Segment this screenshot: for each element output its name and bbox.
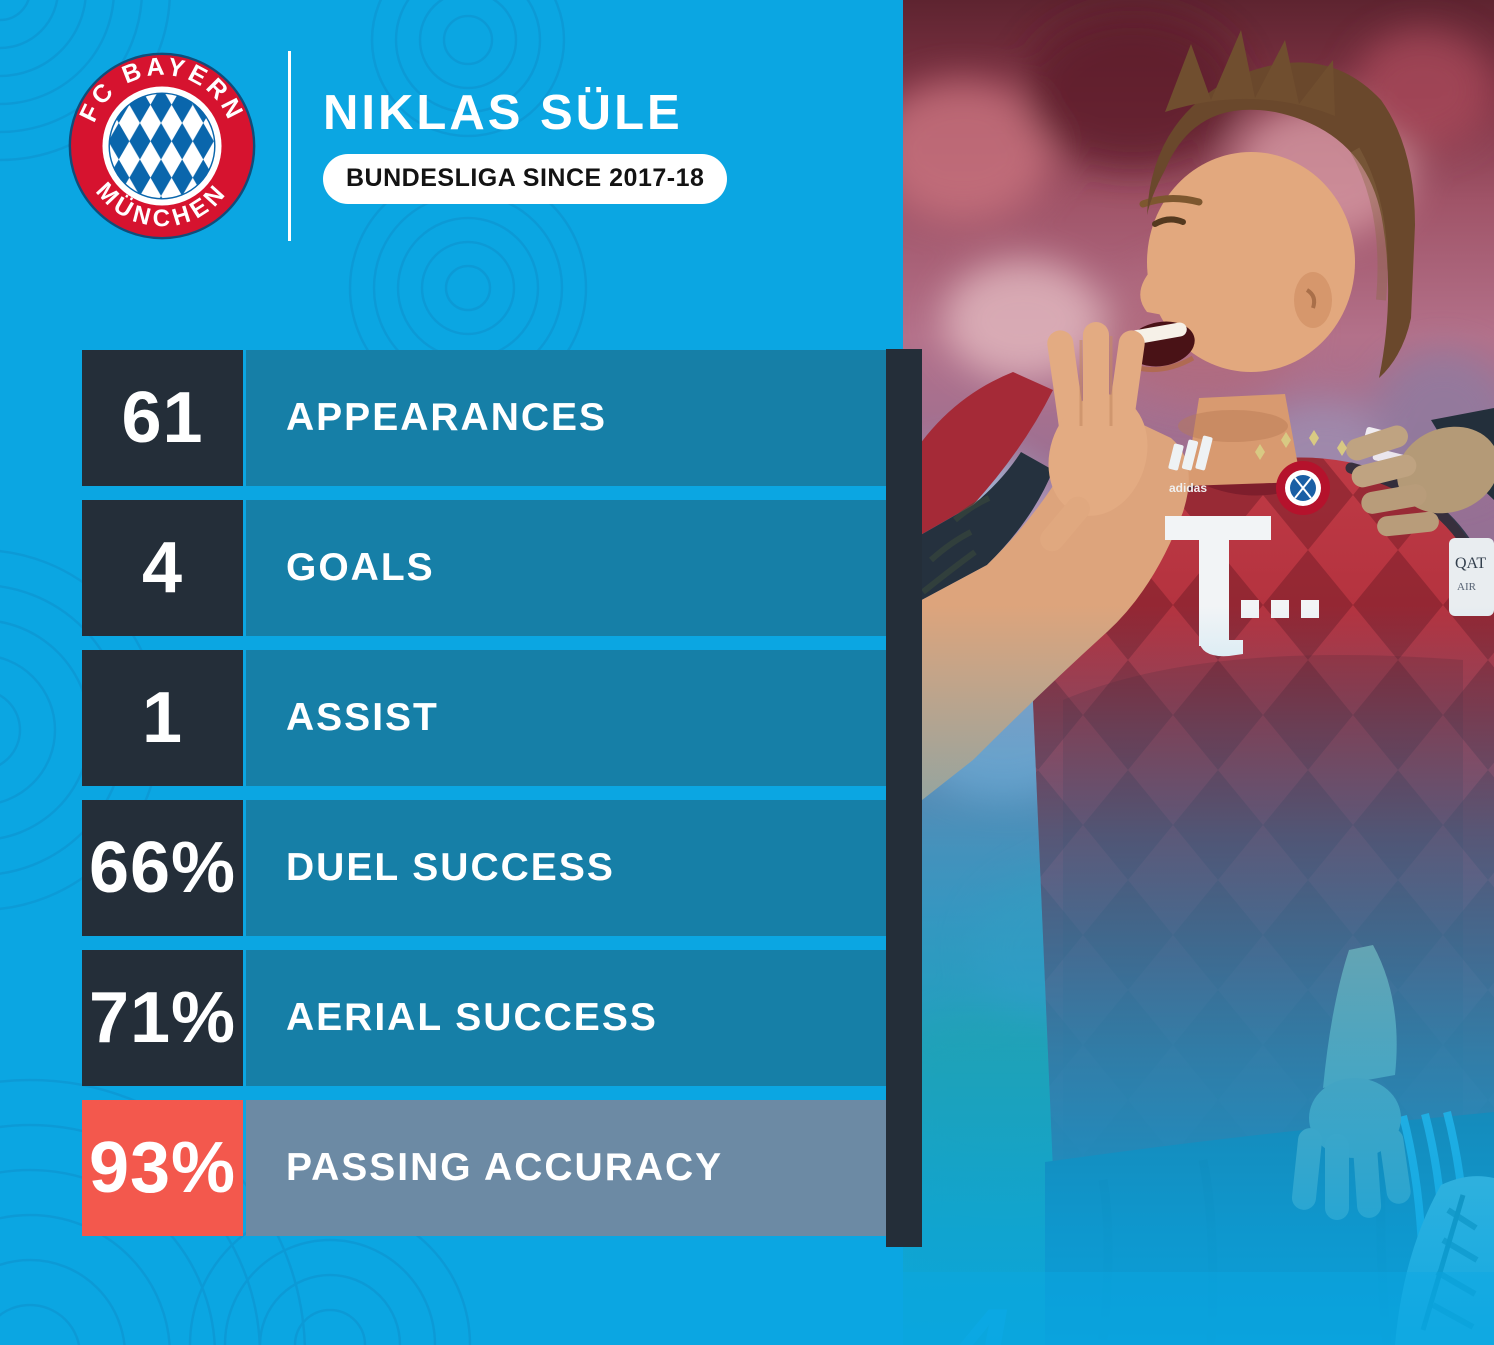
player-name: NIKLAS SÜLE	[323, 86, 683, 141]
header: FC BAYERN MÜNCHEN NIKLAS SÜLE BUNDESLIGA…	[66, 50, 728, 242]
stat-value: 4	[82, 500, 243, 636]
stat-row: 61 APPEARANCES	[82, 350, 886, 486]
player-photo: adidas QAT AIR	[903, 0, 1494, 1345]
stat-label: APPEARANCES	[246, 350, 886, 486]
stat-label: GOALS	[246, 500, 886, 636]
stats-list: 61 APPEARANCES 4 GOALS 1 ASSIST 66% DUEL…	[82, 350, 886, 1236]
subtitle-badge: BUNDESLIGA SINCE 2017-18	[323, 153, 728, 204]
stat-row-highlight: 93% PASSING ACCURACY	[82, 1100, 886, 1236]
stat-row: 66% DUEL SUCCESS	[82, 800, 886, 936]
title-block: NIKLAS SÜLE BUNDESLIGA SINCE 2017-18	[323, 86, 728, 204]
cyan-bottom-wash	[903, 1272, 1494, 1345]
stat-value: 93%	[82, 1100, 243, 1236]
stat-label: DUEL SUCCESS	[246, 800, 886, 936]
stat-row: 4 GOALS	[82, 500, 886, 636]
stat-value: 61	[82, 350, 243, 486]
stat-panel-side-bar	[886, 349, 922, 1247]
stat-row: 71% AERIAL SUCCESS	[82, 950, 886, 1086]
cyan-duotone-overlay	[903, 0, 1494, 1345]
stat-value: 66%	[82, 800, 243, 936]
stat-label: ASSIST	[246, 650, 886, 786]
stat-row: 1 ASSIST	[82, 650, 886, 786]
header-divider	[288, 51, 291, 241]
stat-label: AERIAL SUCCESS	[246, 950, 886, 1086]
crest-lozenge-core	[108, 92, 216, 200]
bayern-crest-logo: FC BAYERN MÜNCHEN	[68, 52, 256, 240]
stat-label: PASSING ACCURACY	[246, 1100, 886, 1236]
stat-value: 71%	[82, 950, 243, 1086]
stat-value: 1	[82, 650, 243, 786]
